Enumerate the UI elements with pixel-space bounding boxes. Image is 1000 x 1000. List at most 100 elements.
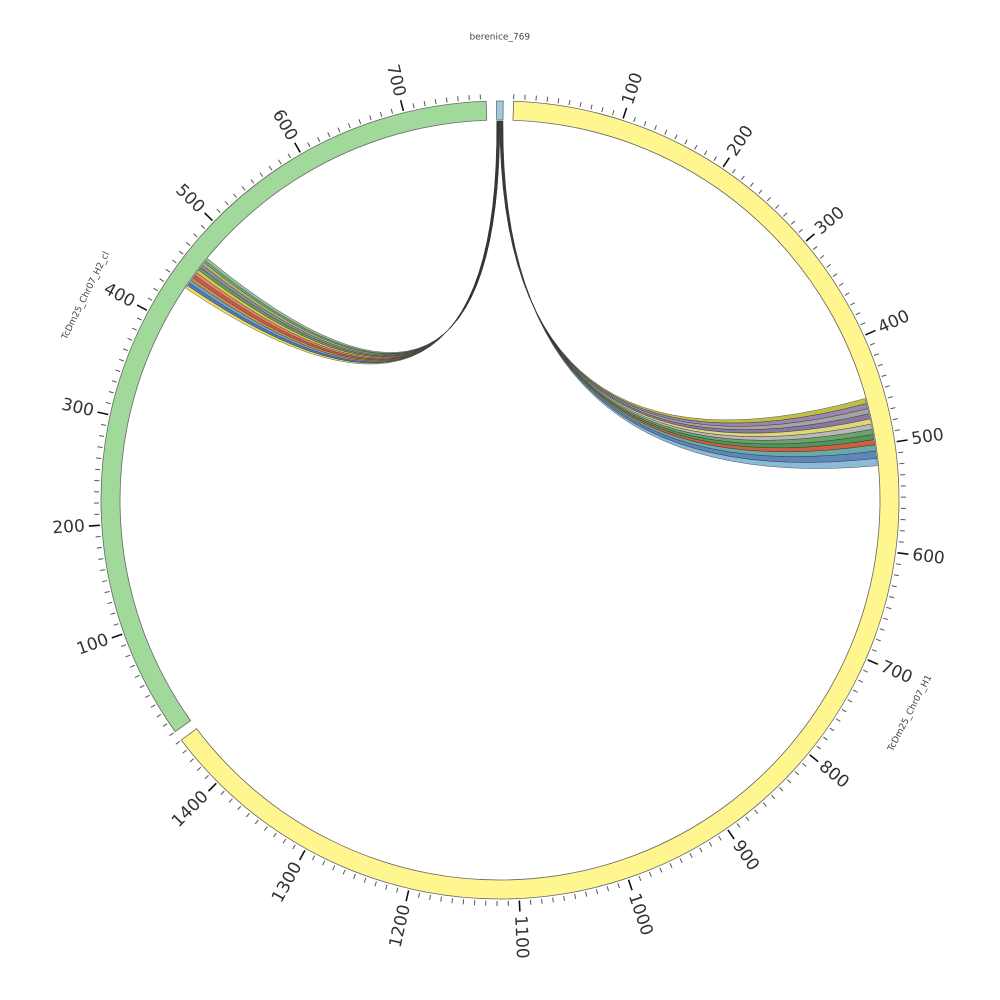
minor-tick (136, 317, 142, 321)
minor-tick (175, 740, 181, 745)
minor-tick (585, 891, 588, 897)
tick-label: 200 (52, 516, 86, 538)
major-tick (88, 524, 100, 527)
major-tick (399, 99, 405, 112)
minor-tick (612, 110, 615, 116)
minor-tick (881, 374, 887, 378)
minor-tick (659, 867, 663, 873)
major-tick (203, 212, 213, 222)
minor-tick (869, 342, 875, 346)
segment-label: berenice_769 (469, 32, 530, 42)
major-tick (111, 633, 123, 639)
minor-tick (894, 429, 900, 432)
minor-tick (327, 132, 331, 138)
minor-tick (835, 718, 841, 722)
minor-tick (282, 838, 287, 844)
minor-tick (457, 96, 459, 102)
minor-tick (100, 569, 106, 571)
tick-label: 800 (815, 757, 853, 793)
minor-tick (347, 123, 351, 129)
minor-tick (169, 732, 174, 737)
minor-tick (754, 809, 759, 814)
minor-tick (858, 679, 863, 683)
minor-tick (875, 638, 881, 642)
minor-tick (832, 273, 838, 277)
minor-tick (557, 98, 560, 104)
minor-tick (713, 156, 717, 162)
minor-tick (694, 144, 698, 150)
minor-tick (263, 826, 268, 831)
minor-tick (412, 103, 415, 109)
minor-tick (841, 708, 847, 713)
minor-tick (883, 617, 889, 621)
minor-tick (890, 407, 896, 410)
minor-tick (390, 108, 394, 114)
minor-tick (844, 292, 850, 296)
minor-tick (783, 212, 788, 217)
minor-tick (838, 282, 844, 287)
minor-tick (790, 220, 796, 225)
minor-tick (204, 774, 209, 780)
minor-tick (643, 120, 647, 127)
minor-tick (385, 884, 388, 890)
minor-tick (893, 574, 899, 577)
minor-tick (98, 558, 104, 560)
minor-tick (132, 327, 137, 331)
minor-tick (860, 322, 866, 326)
minor-tick (292, 844, 296, 850)
minor-tick (745, 816, 750, 822)
tick-label: 1200 (386, 903, 415, 950)
minor-tick (224, 200, 229, 206)
minor-tick (96, 457, 102, 460)
minor-tick (898, 541, 904, 543)
minor-tick (139, 684, 145, 689)
minor-tick (162, 723, 168, 727)
minor-tick (96, 547, 102, 549)
minor-tick (102, 580, 108, 583)
major-tick (294, 142, 301, 153)
major-tick (809, 754, 819, 763)
minor-tick (633, 117, 636, 123)
minor-tick (847, 699, 853, 703)
segment (180, 100, 900, 900)
minor-tick (669, 863, 673, 868)
minor-tick (353, 873, 356, 879)
minor-tick (159, 278, 165, 282)
minor-tick (332, 865, 336, 871)
minor-tick (762, 802, 767, 807)
minor-tick (886, 606, 892, 610)
minor-tick (396, 887, 399, 893)
minor-tick (826, 264, 831, 268)
tick-label: 100 (618, 70, 647, 107)
minor-tick (165, 268, 171, 273)
minor-tick (156, 713, 162, 718)
minor-tick (268, 165, 273, 171)
minor-tick (423, 101, 426, 107)
link-ribbon (192, 120, 499, 361)
minor-tick (873, 353, 879, 356)
minor-tick (107, 601, 113, 605)
minor-tick (766, 196, 771, 202)
minor-tick (104, 590, 110, 594)
minor-tick (374, 881, 377, 887)
tick-label: 1400 (168, 787, 213, 832)
minor-tick (546, 96, 549, 102)
minor-tick (312, 855, 316, 861)
tick-label: 900 (728, 837, 763, 875)
major-tick (298, 849, 306, 861)
tick-label: 600 (268, 106, 302, 144)
tick-label: 400 (100, 279, 138, 312)
minor-tick (178, 250, 184, 255)
minor-tick (307, 142, 311, 148)
minor-tick (679, 858, 683, 864)
minor-tick (418, 892, 421, 898)
tick-label: 400 (875, 306, 913, 338)
minor-tick (552, 897, 554, 903)
minor-tick (250, 179, 255, 184)
minor-tick (337, 127, 341, 133)
minor-tick (816, 745, 821, 750)
minor-tick (185, 241, 191, 246)
tick-label: 1300 (268, 859, 307, 907)
